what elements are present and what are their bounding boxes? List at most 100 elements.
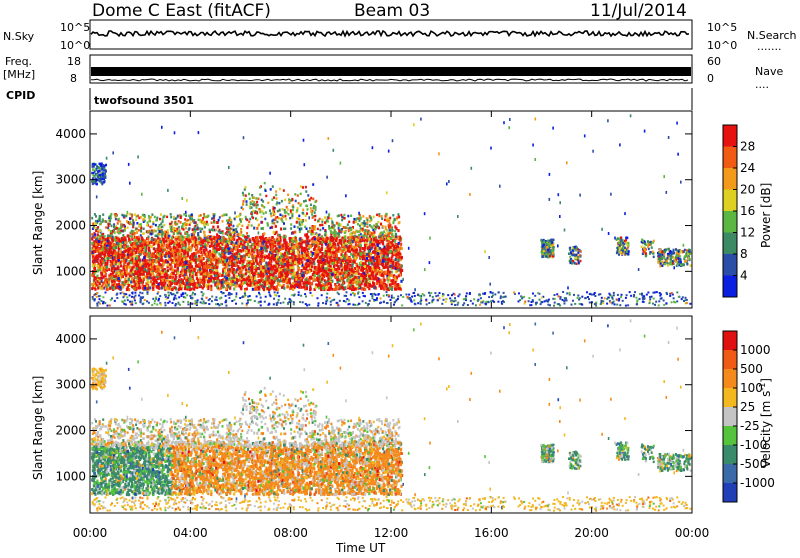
heatmap-cell: [316, 250, 319, 254]
heatmap-cell: [329, 253, 332, 257]
heatmap-cell: [274, 259, 277, 263]
heatmap-cell: [216, 225, 220, 229]
heatmap-cell: [190, 287, 193, 291]
heatmap-cell: [254, 279, 257, 283]
heatmap-cell: [117, 259, 120, 263]
heatmap-cell: [103, 255, 106, 259]
heatmap-cell: [163, 283, 166, 287]
heatmap-cell: [146, 241, 149, 245]
nave-bottom-tick: 0: [707, 72, 714, 85]
heatmap-cell: [249, 251, 252, 255]
heatmap-cell: [372, 240, 375, 244]
heatmap-cell: [123, 272, 127, 276]
heatmap-cell: [302, 253, 306, 257]
heatmap-cell: [102, 252, 105, 256]
heatmap-cell: [174, 263, 177, 267]
heatmap-cell: [190, 265, 193, 269]
heatmap-cell: [170, 268, 173, 272]
heatmap-cell: [367, 264, 370, 268]
heatmap-cell: [245, 249, 248, 253]
heatmap-cell: [105, 268, 108, 272]
heatmap-cell: [134, 275, 137, 279]
heatmap-cell: [373, 243, 376, 247]
heatmap-cell: [389, 270, 392, 274]
heatmap-cell: [376, 253, 379, 257]
heatmap-cell: [166, 265, 169, 269]
heatmap-cell: [210, 257, 213, 261]
heatmap-cell: [114, 277, 117, 281]
heatmap-cell: [208, 244, 212, 248]
heatmap-cell: [132, 256, 135, 260]
heatmap-cell: [144, 286, 147, 290]
heatmap-cell: [389, 250, 392, 254]
heatmap-cell: [210, 260, 213, 264]
heatmap-cell: [219, 254, 222, 258]
heatmap-cell: [124, 249, 127, 253]
heatmap-cell: [288, 281, 291, 285]
heatmap-cell: [129, 265, 132, 269]
heatmap-cell: [206, 259, 209, 263]
heatmap-cell: [259, 274, 262, 278]
heatmap-cell: [103, 243, 106, 247]
heatmap-cell: [137, 254, 141, 258]
heatmap-cell: [141, 237, 144, 241]
heatmap-cell: [364, 265, 367, 269]
heatmap-cell: [176, 248, 179, 252]
heatmap-cell: [186, 285, 189, 289]
heatmap-cell: [399, 271, 402, 275]
heatmap-cell: [256, 251, 259, 255]
heatmap-cell: [215, 259, 218, 262]
heatmap-cell: [261, 278, 264, 282]
heatmap-cell: [163, 240, 166, 244]
heatmap-cell: [331, 261, 334, 265]
heatmap-cell: [338, 283, 341, 287]
heatmap-cell: [149, 260, 152, 264]
heatmap-cell: [324, 229, 327, 232]
heatmap-cell: [106, 288, 109, 292]
heatmap-cell: [309, 287, 312, 291]
heatmap-cell: [336, 280, 339, 284]
heatmap-cell: [170, 265, 173, 269]
heatmap-cell: [274, 224, 277, 228]
heatmap-cell: [199, 272, 202, 276]
heatmap-cell: [194, 255, 198, 259]
heatmap-cell: [312, 258, 315, 261]
heatmap-cell: [211, 250, 215, 254]
heatmap-cell: [194, 221, 197, 225]
heatmap-cell: [306, 248, 309, 252]
heatmap-cell: [303, 267, 306, 271]
heatmap-cell: [362, 271, 365, 275]
heatmap-cell: [356, 252, 359, 256]
nsearch-label: N.Search: [747, 29, 797, 42]
heatmap-cell: [169, 283, 172, 287]
heatmap-cell: [326, 256, 329, 260]
heatmap-cell: [252, 261, 255, 265]
heatmap-cell: [156, 277, 159, 281]
heatmap-cell: [364, 240, 368, 244]
heatmap-cell: [376, 280, 379, 283]
heatmap-cell: [356, 286, 359, 290]
heatmap-cell: [185, 248, 188, 252]
heatmap-cell: [309, 252, 312, 256]
heatmap-cell: [255, 271, 258, 275]
heatmap-cell: [367, 282, 370, 286]
heatmap-cell: [177, 253, 180, 257]
heatmap-cell: [335, 236, 338, 240]
heatmap-cell: [348, 244, 351, 248]
heatmap-cell: [187, 239, 190, 243]
heatmap-cell: [293, 245, 296, 249]
heatmap-cell: [210, 266, 213, 270]
heatmap-cell: [292, 275, 295, 279]
heatmap-cell: [262, 242, 265, 246]
heatmap-cell: [348, 257, 351, 260]
heatmap-cell: [135, 275, 139, 279]
heatmap-cell: [227, 281, 230, 285]
heatmap-cell: [318, 274, 321, 278]
nave-top-tick: 60: [707, 55, 721, 68]
heatmap-cell: [338, 257, 341, 261]
heatmap-cell: [374, 244, 377, 248]
heatmap-cell: [321, 277, 324, 281]
heatmap-cell: [273, 257, 276, 261]
heatmap-cell: [195, 246, 198, 250]
heatmap-cell: [236, 279, 239, 283]
